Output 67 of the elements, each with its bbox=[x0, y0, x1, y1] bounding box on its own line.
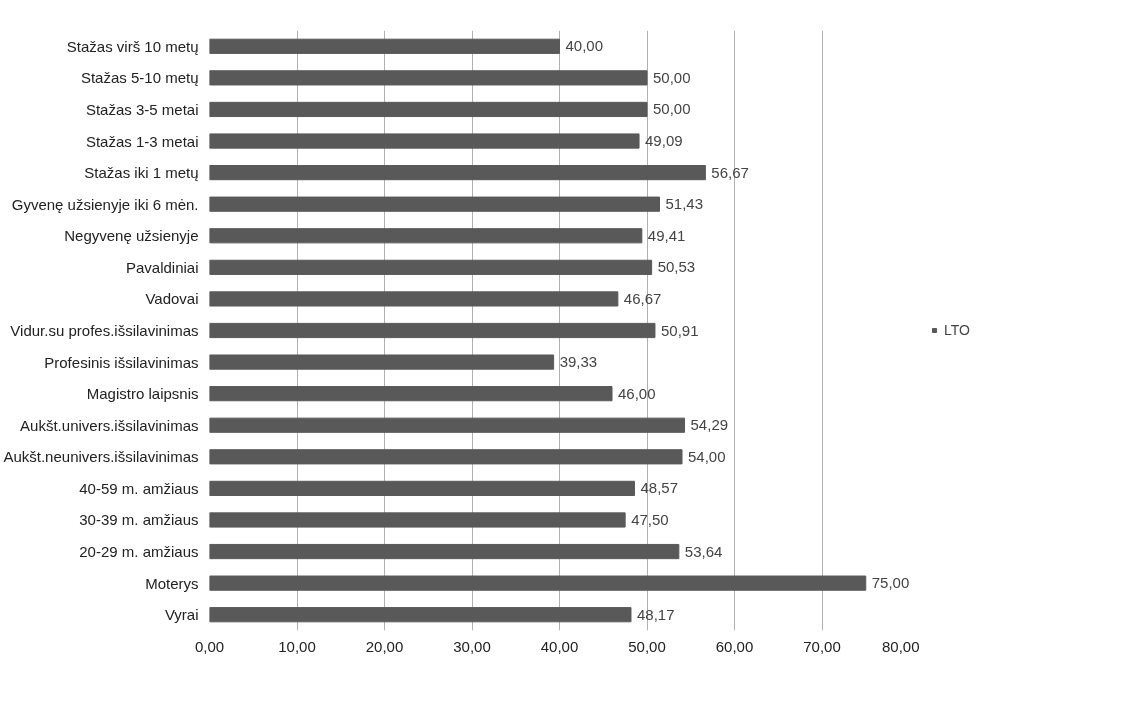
bar bbox=[209, 607, 632, 623]
bar bbox=[209, 354, 555, 370]
bar bbox=[209, 449, 683, 465]
bar bbox=[209, 228, 643, 244]
bar bbox=[209, 322, 656, 339]
x-tick-label: 60,00 bbox=[715, 637, 754, 655]
x-tick-label: 0,00 bbox=[194, 637, 225, 655]
y-tick-label: 40-59 m. amžiaus bbox=[79, 479, 199, 497]
y-tick-label: Pavaldiniai bbox=[125, 258, 199, 276]
bar bbox=[209, 259, 653, 275]
bar bbox=[209, 417, 686, 433]
y-tick-label: Stažas virš 10 metų bbox=[66, 37, 199, 55]
y-tick-label: Magistro laipsnis bbox=[86, 385, 199, 403]
y-tick-label: Vyrai bbox=[164, 606, 199, 624]
y-tick-label: Aukšt.univers.išsilavinimas bbox=[20, 416, 199, 434]
bar bbox=[209, 291, 619, 307]
x-tick-label: 80,00 bbox=[881, 637, 920, 655]
legend-label: LTO bbox=[944, 322, 970, 338]
bar bbox=[209, 133, 640, 149]
data-label: 46,00 bbox=[618, 384, 656, 402]
y-tick-label: 30-39 m. amžiaus bbox=[79, 511, 199, 529]
data-label: 51,43 bbox=[665, 195, 704, 213]
data-label: 48,57 bbox=[640, 479, 679, 497]
data-label: 75,00 bbox=[871, 574, 910, 592]
data-label: 54,00 bbox=[688, 447, 726, 465]
data-label: 50,00 bbox=[653, 68, 691, 86]
bar bbox=[209, 70, 648, 86]
data-label: 40,00 bbox=[565, 37, 604, 55]
y-tick-label: Moterys bbox=[145, 574, 199, 592]
bar bbox=[209, 196, 661, 212]
x-tick-label: 20,00 bbox=[365, 637, 404, 655]
x-tick-label: 10,00 bbox=[278, 637, 316, 655]
x-tick-label: 30,00 bbox=[453, 637, 491, 655]
bar bbox=[209, 575, 867, 591]
data-label: 53,64 bbox=[684, 542, 723, 560]
y-tick-label: Vidur.su profes.išsilavinimas bbox=[10, 322, 199, 339]
data-label: 48,17 bbox=[636, 605, 675, 623]
y-tick-label: Stažas iki 1 metų bbox=[84, 164, 199, 182]
bar bbox=[209, 543, 680, 560]
y-tick-label: Vadovai bbox=[145, 290, 199, 308]
data-label: 56,67 bbox=[711, 163, 749, 181]
data-label: 49,41 bbox=[647, 226, 686, 244]
data-label: 50,91 bbox=[660, 321, 699, 339]
y-tick-label: Negyvenę užsienyje bbox=[64, 227, 199, 245]
bar bbox=[209, 165, 706, 181]
data-label: 54,29 bbox=[690, 416, 729, 434]
y-tick-label: 20-29 m. amžiaus bbox=[79, 543, 199, 561]
data-label: 50,53 bbox=[657, 258, 696, 276]
data-label: 47,50 bbox=[631, 510, 669, 528]
bar bbox=[209, 480, 635, 496]
y-tick-label: Profesinis išsilavinimas bbox=[44, 353, 199, 371]
y-tick-label: Stažas 5-10 metų bbox=[80, 69, 199, 87]
x-tick-label: 40,00 bbox=[540, 637, 579, 655]
bar bbox=[209, 38, 560, 54]
data-label: 39,33 bbox=[559, 353, 598, 371]
x-tick-label: 50,00 bbox=[628, 637, 666, 655]
bar bbox=[209, 386, 613, 402]
y-tick-label: Aukšt.neunivers.išsilavinimas bbox=[3, 448, 199, 466]
y-tick-label: Gyvenę užsienyje iki 6 mėn. bbox=[11, 195, 199, 213]
data-label: 46,67 bbox=[623, 289, 662, 307]
bar bbox=[209, 512, 626, 528]
y-tick-label: Stažas 3-5 metai bbox=[85, 100, 199, 118]
x-tick-label: 70,00 bbox=[803, 637, 841, 655]
y-tick-label: Stažas 1-3 metai bbox=[85, 132, 199, 150]
bar bbox=[209, 101, 648, 118]
data-label: 50,00 bbox=[653, 100, 691, 118]
data-label: 49,09 bbox=[645, 132, 683, 150]
